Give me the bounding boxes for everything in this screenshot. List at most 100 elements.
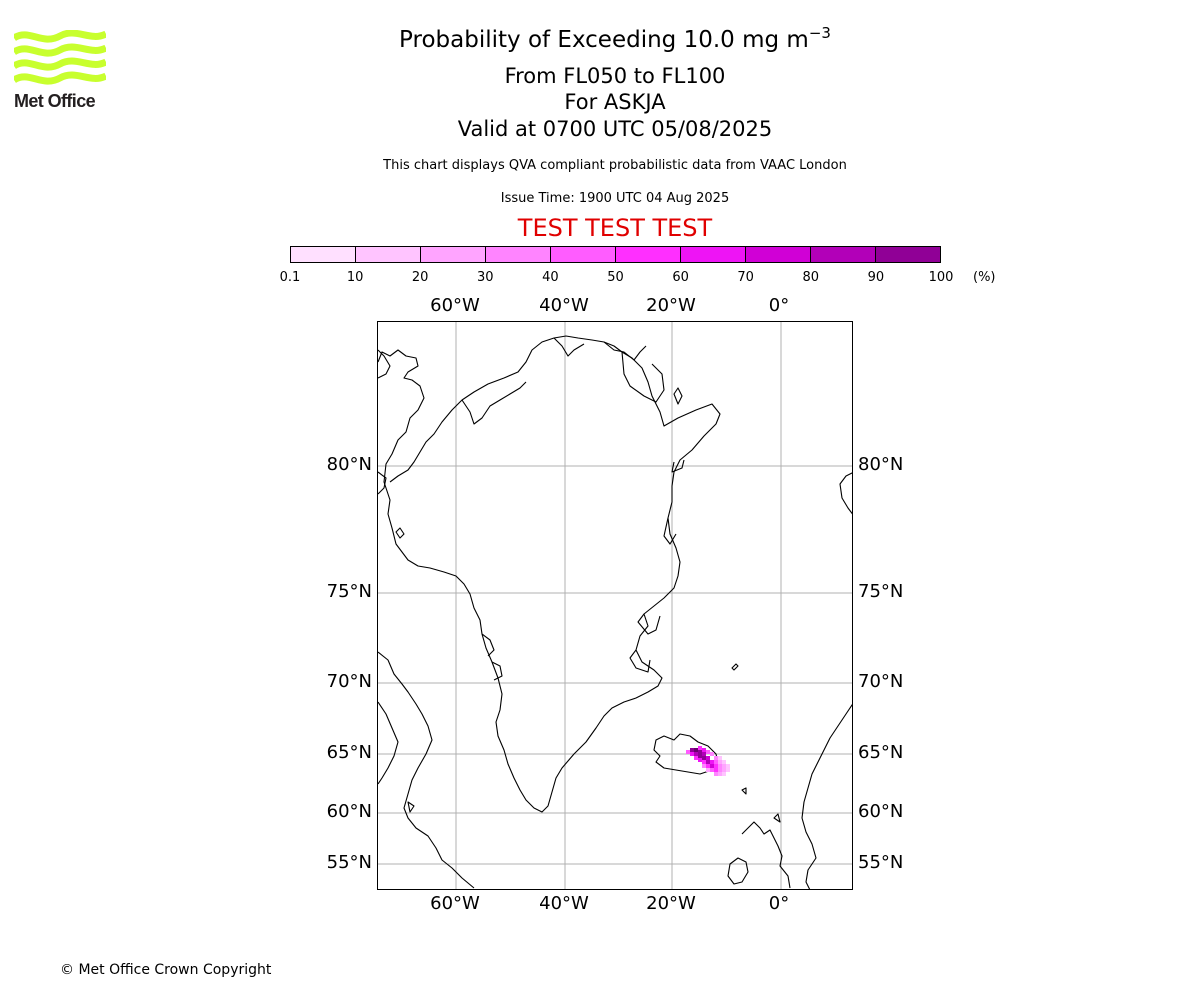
greenland-inlet-3 [603, 341, 647, 361]
chart-description: This chart displays QVA compliant probab… [383, 158, 847, 173]
chart-title-exponent: −3 [808, 24, 831, 42]
issue-time: Issue Time: 1900 UTC 04 Aug 2025 [500, 191, 730, 206]
canada-coast-north [378, 349, 391, 379]
greenland-fjord-w1 [481, 633, 495, 657]
plume-cell [714, 756, 718, 760]
colorbar-bin [291, 247, 356, 262]
latitude-label: 70°N [326, 671, 372, 692]
jan-mayen [731, 663, 739, 671]
plume-cell [706, 756, 710, 760]
colorbar-tick-label: 80 [802, 270, 820, 285]
colorbar-bin [681, 247, 746, 262]
colorbar-bin [486, 247, 551, 262]
latitude-label: 70°N [858, 671, 904, 692]
canada-coast-labrador [378, 701, 399, 785]
chart-title: Probability of Exceeding 10.0 mg m−3 [0, 24, 1200, 54]
longitude-label: 20°W [646, 893, 696, 914]
colorbar-bin [746, 247, 811, 262]
plume-cell [702, 760, 706, 764]
latitude-label: 55°N [326, 852, 372, 873]
plume-cell [718, 756, 722, 760]
plume-cell [718, 760, 722, 764]
valid-time: Valid at 0700 UTC 05/08/2025 [457, 117, 773, 141]
map-svg [378, 322, 852, 889]
latitude-label: 60°N [326, 801, 372, 822]
plume-cell [686, 750, 690, 754]
longitude-label: 0° [768, 893, 790, 914]
plume-cell [702, 748, 706, 752]
colorbar-tick-label: 70 [737, 270, 754, 285]
met-office-logo: Met Office [12, 29, 108, 112]
greenland-coast [378, 335, 721, 813]
latitude-label: 80°N [858, 454, 904, 475]
plume-cell [694, 748, 698, 752]
plume-cell [714, 772, 718, 776]
plume-cell [702, 756, 706, 760]
colorbar-tick-label: 100 [928, 270, 954, 285]
greenland-fjord-w2 [491, 661, 503, 681]
colorbar-tick-label: 60 [672, 270, 689, 285]
plume-cell [726, 764, 730, 768]
ellesmere-coast [378, 471, 387, 495]
map-panel [377, 321, 853, 890]
plume-cell [698, 758, 702, 762]
latitude-label: 55°N [858, 852, 904, 873]
colorbar-bin [356, 247, 421, 262]
longitude-label: 60°W [430, 295, 480, 316]
colorbar-tick-label: 50 [607, 270, 624, 285]
colorbar-tick-label: 20 [411, 270, 429, 285]
norway-coast [801, 704, 852, 889]
plume-cell [698, 754, 702, 758]
baffin-coast [378, 651, 475, 889]
volcano-name: For ASKJA [564, 90, 666, 114]
colorbar-tick-label: 30 [477, 270, 494, 285]
plume-cell [714, 768, 718, 772]
svalbard-coast [839, 472, 852, 515]
plume-cell [706, 764, 710, 768]
plume-cell [706, 750, 710, 754]
plume-cell [698, 750, 702, 754]
colorbar-bin [616, 247, 681, 262]
plume-cell [694, 756, 698, 760]
greenland-island-ne [673, 387, 683, 405]
greenland-fjord-e3 [637, 613, 661, 635]
plume-cell [722, 772, 726, 776]
gridlines [378, 322, 852, 889]
logo-text: Met Office [14, 91, 96, 111]
colorbar-bin [551, 247, 616, 262]
plume-cell [726, 768, 730, 772]
colorbar-bin [421, 247, 486, 262]
plume-cell [698, 746, 702, 750]
latitude-label: 60°N [858, 801, 904, 822]
colorbar-tick-label: 90 [867, 270, 885, 285]
colorbar-bin [811, 247, 876, 262]
shetland [773, 813, 781, 823]
plume-cell [722, 764, 726, 768]
longitude-label: 60°W [430, 893, 480, 914]
plume-cell [722, 768, 726, 772]
colorbar-bin [876, 247, 940, 262]
coastlines [378, 335, 852, 889]
greenland-fjord-ne [621, 351, 665, 403]
plume-cell [718, 772, 722, 776]
plume-cell [702, 764, 706, 768]
latitude-label: 80°N [326, 454, 372, 475]
ireland-coast [727, 857, 749, 885]
greenland-inlet-2 [553, 337, 585, 357]
plume-cell [710, 752, 714, 756]
copyright: © Met Office Crown Copyright [60, 962, 272, 978]
flight-level-range: From FL050 to FL100 [504, 64, 726, 88]
colorbar-tick-label: 10 [346, 270, 364, 285]
plume-cell [706, 760, 710, 764]
plume-cell [710, 764, 714, 768]
longitude-label: 0° [768, 295, 790, 316]
longitude-label: 20°W [646, 295, 696, 316]
plume-cell [710, 760, 714, 764]
latitude-label: 75°N [326, 581, 372, 602]
colorbar [290, 246, 941, 263]
greenland-fjord-se [629, 649, 651, 673]
plume-cell [690, 748, 694, 752]
latitude-label: 75°N [858, 581, 904, 602]
chart-title-text: Probability of Exceeding 10.0 mg m [399, 27, 809, 53]
colorbar-tick-label: 0.1 [279, 270, 301, 285]
